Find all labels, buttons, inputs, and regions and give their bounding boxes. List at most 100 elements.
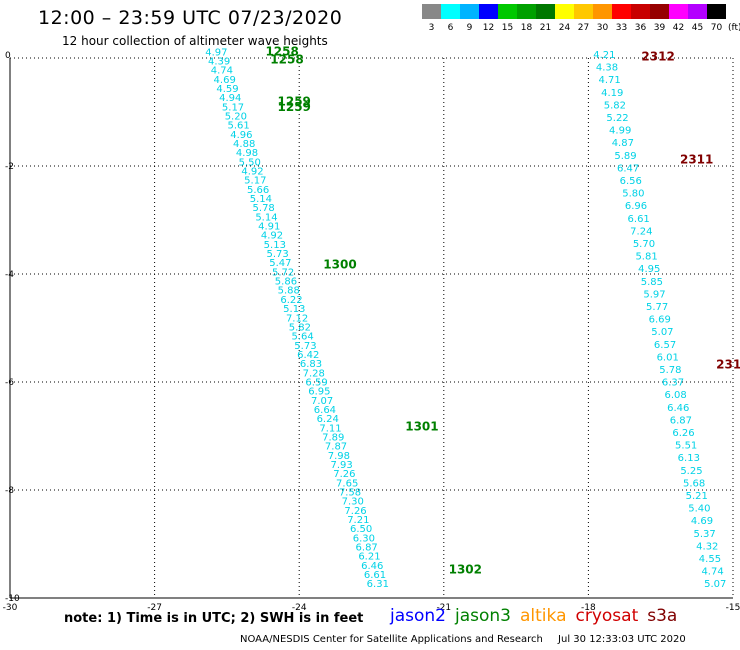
swh-value-track-a: 7.98 bbox=[328, 451, 350, 462]
credit-line: NOAA/NESDIS Center for Satellite Applica… bbox=[240, 634, 686, 645]
swh-value-track-a: 5.72 bbox=[272, 267, 294, 278]
colorbar-swatch bbox=[422, 4, 441, 19]
swh-value-track-a: 4.59 bbox=[216, 84, 238, 95]
swh-value-track-b: 4.71 bbox=[598, 75, 620, 86]
swh-value-track-b: 5.85 bbox=[641, 277, 663, 288]
swh-value-track-a: 6.61 bbox=[364, 570, 386, 581]
swh-value-track-b: 5.40 bbox=[688, 504, 710, 515]
colorbar-label: 36 bbox=[634, 23, 647, 33]
swh-value-track-b: 6.57 bbox=[654, 340, 676, 351]
colorbar-label: 45 bbox=[691, 23, 704, 33]
swh-value-track-a: 7.89 bbox=[322, 432, 344, 443]
pass-time-label: 1300 bbox=[323, 258, 356, 272]
pass-time-label: 1258 bbox=[265, 44, 298, 58]
swh-value-track-a: 6.50 bbox=[350, 524, 372, 535]
swh-value-track-a: 4.92 bbox=[261, 231, 283, 242]
swh-value-track-b: 5.68 bbox=[683, 478, 705, 489]
swh-value-track-b: 6.87 bbox=[670, 415, 692, 426]
pass-time-label: 1302 bbox=[449, 563, 482, 577]
swh-value-track-b: 6.56 bbox=[620, 176, 642, 187]
swh-value-track-a: 6.42 bbox=[297, 350, 319, 361]
swh-value-track-b: 6.61 bbox=[628, 214, 650, 225]
legend-jason2: jason2 bbox=[390, 606, 446, 626]
swh-value-track-b: 4.32 bbox=[696, 541, 718, 552]
pass-time-label: 1258 bbox=[270, 52, 303, 66]
colorbar-swatch bbox=[536, 4, 555, 19]
pass-time-label: 1259 bbox=[278, 100, 311, 114]
pass-time-label: 2310 bbox=[716, 358, 740, 372]
swh-value-track-a: 5.73 bbox=[266, 249, 288, 260]
swh-value-track-b: 6.47 bbox=[617, 163, 639, 174]
swh-value-track-b: 4.74 bbox=[701, 567, 723, 578]
swh-value-track-b: 5.07 bbox=[704, 579, 726, 590]
chart-subtitle: 12 hour collection of altimeter wave hei… bbox=[62, 34, 328, 48]
swh-value-track-a: 5.73 bbox=[294, 341, 316, 352]
colorbar-unit: (ft) bbox=[728, 23, 740, 33]
swh-value-track-b: 5.51 bbox=[675, 441, 697, 452]
swh-value-track-a: 7.30 bbox=[342, 497, 364, 508]
swh-value-track-a: 5.13 bbox=[264, 240, 286, 251]
colorbar-swatch bbox=[631, 4, 650, 19]
legend-s3a: s3a bbox=[647, 606, 678, 626]
colorbar-swatch bbox=[612, 4, 631, 19]
swh-value-track-a: 5.17 bbox=[222, 102, 244, 113]
swh-value-track-a: 7.26 bbox=[344, 506, 366, 517]
swh-value-track-a: 4.69 bbox=[214, 75, 236, 86]
swh-value-track-a: 5.50 bbox=[239, 157, 261, 168]
timestamp: Jul 30 12:33:03 UTC 2020 bbox=[558, 634, 686, 645]
credit-text: NOAA/NESDIS Center for Satellite Applica… bbox=[240, 634, 543, 645]
pass-time-label: 2312 bbox=[641, 50, 674, 64]
colorbar-swatch bbox=[441, 4, 460, 19]
swh-value-track-a: 6.46 bbox=[361, 561, 383, 572]
colorbar-label: 24 bbox=[558, 23, 571, 33]
swh-value-track-b: 5.25 bbox=[680, 466, 702, 477]
swh-value-track-b: 4.19 bbox=[601, 88, 623, 99]
pass-time-label: 1259 bbox=[278, 95, 311, 109]
colorbar-label: 9 bbox=[466, 23, 473, 33]
swh-value-track-a: 5.66 bbox=[247, 185, 269, 196]
colorbar-label: 15 bbox=[501, 23, 514, 33]
swh-value-track-a: 5.86 bbox=[275, 277, 297, 288]
swh-value-track-b: 4.38 bbox=[596, 63, 618, 74]
swh-value-track-b: 6.37 bbox=[662, 378, 684, 389]
x-tick-label: -27 bbox=[147, 603, 162, 613]
swh-value-track-a: 4.96 bbox=[230, 130, 252, 141]
swh-value-track-a: 4.98 bbox=[236, 148, 258, 159]
swh-value-track-b: 6.08 bbox=[664, 390, 686, 401]
swh-value-track-a: 7.58 bbox=[339, 487, 361, 498]
swh-value-track-b: 5.97 bbox=[643, 289, 665, 300]
swh-value-track-a: 5.20 bbox=[225, 111, 247, 122]
swh-value-track-a: 5.13 bbox=[283, 304, 305, 315]
swh-value-track-b: 5.78 bbox=[659, 365, 681, 376]
swh-value-track-a: 7.93 bbox=[330, 460, 352, 471]
swh-value-track-a: 6.31 bbox=[367, 579, 389, 590]
swh-value-track-b: 5.82 bbox=[604, 100, 626, 111]
pass-time-label: 2311 bbox=[680, 152, 713, 166]
colorbar-swatch bbox=[650, 4, 669, 19]
swh-value-track-b: 5.70 bbox=[633, 239, 655, 250]
swh-value-track-a: 7.12 bbox=[286, 313, 308, 324]
swh-value-track-a: 7.07 bbox=[311, 396, 333, 407]
colorbar-label: 12 bbox=[482, 23, 495, 33]
swh-value-track-b: 6.01 bbox=[657, 352, 679, 363]
swh-value-track-b: 6.13 bbox=[678, 453, 700, 464]
swh-value-track-b: 5.37 bbox=[694, 529, 716, 540]
swh-value-track-a: 6.24 bbox=[317, 414, 339, 425]
swh-value-track-a: 4.74 bbox=[211, 66, 233, 77]
swh-value-track-b: 4.99 bbox=[609, 126, 631, 137]
colorbar-label: 30 bbox=[596, 23, 609, 33]
colorbar-swatch bbox=[593, 4, 612, 19]
colorbar-swatch bbox=[707, 4, 726, 19]
x-tick-label: -24 bbox=[292, 603, 307, 613]
x-tick-label: -15 bbox=[726, 603, 740, 613]
swh-value-track-a: 7.87 bbox=[325, 442, 347, 453]
y-tick-label: 0 bbox=[5, 51, 11, 61]
swh-value-track-a: 6.83 bbox=[300, 359, 322, 370]
swh-value-track-b: 4.21 bbox=[593, 50, 615, 61]
swh-value-track-b: 5.07 bbox=[651, 327, 673, 338]
swh-value-track-a: 7.21 bbox=[347, 515, 369, 526]
y-tick-label: -2 bbox=[5, 162, 14, 172]
colorbar-label: 70 bbox=[710, 23, 723, 33]
swh-value-track-b: 6.69 bbox=[649, 315, 671, 326]
